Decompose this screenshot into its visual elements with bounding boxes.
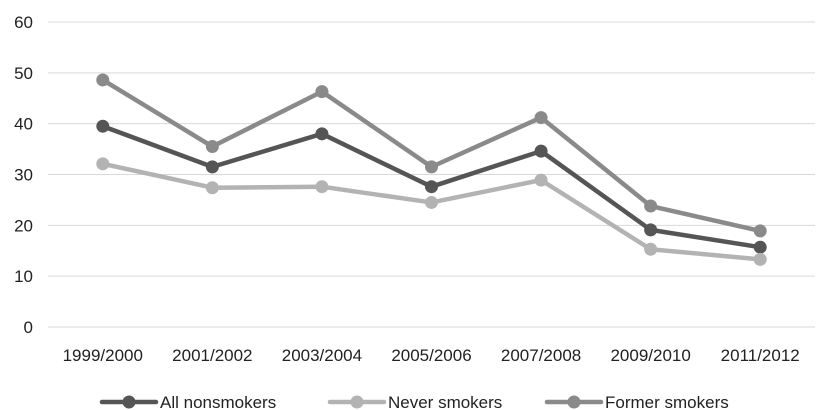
series-lines (96, 73, 767, 266)
data-point (205, 160, 219, 174)
y-tick-label: 50 (14, 64, 33, 83)
gridlines (48, 21, 815, 328)
y-tick-label: 40 (14, 115, 33, 134)
x-tick-label: 2007/2008 (501, 346, 581, 365)
data-point (644, 199, 658, 213)
legend-marker (122, 395, 136, 409)
data-point (315, 85, 329, 99)
x-tick-label: 2011/2012 (721, 346, 800, 365)
data-point (425, 160, 438, 174)
series-line (100, 161, 763, 262)
data-point (315, 180, 329, 194)
y-tick-label: 60 (14, 13, 33, 32)
x-tick-label: 2001/2002 (172, 346, 252, 365)
x-tick-label: 2009/2010 (610, 346, 690, 365)
y-tick-label: 0 (24, 318, 33, 337)
data-point (534, 111, 548, 125)
data-point (425, 195, 438, 209)
legend-item: Never smokers (327, 393, 502, 410)
data-point (644, 223, 658, 237)
data-point (205, 140, 219, 154)
y-tick-label: 30 (14, 166, 33, 185)
legend: All nonsmokers Never smokers Former smoker… (99, 393, 729, 410)
data-point (534, 173, 548, 187)
data-point (96, 119, 110, 133)
x-tick-label: 1999/2000 (63, 346, 143, 365)
y-tick-label: 20 (14, 216, 33, 235)
legend-label: Never smokers (388, 393, 502, 410)
data-point (753, 252, 767, 266)
data-point (644, 242, 658, 256)
x-tick-label: 2005/2006 (391, 346, 471, 365)
legend-item: Former smokers (544, 393, 729, 410)
data-point (425, 180, 438, 194)
legend-marker (567, 395, 581, 409)
data-point (315, 127, 329, 141)
legend-label: All nonsmokers (160, 393, 276, 410)
y-axis-ticks: 0 10 20 30 40 50 60 (14, 13, 33, 337)
data-point (753, 224, 767, 238)
data-point (96, 73, 110, 87)
data-point (753, 240, 767, 254)
data-point (205, 181, 219, 195)
y-tick-label: 10 (14, 267, 33, 286)
data-point (96, 157, 110, 171)
legend-item: All nonsmokers (99, 393, 276, 410)
x-axis-ticks: 1999/2000 2001/2002 2003/2004 2005/2006 2007… (63, 346, 800, 365)
legend-label: Former smokers (605, 393, 729, 410)
x-tick-label: 2003/2004 (282, 346, 362, 365)
data-point (534, 144, 548, 158)
legend-marker (350, 395, 364, 409)
